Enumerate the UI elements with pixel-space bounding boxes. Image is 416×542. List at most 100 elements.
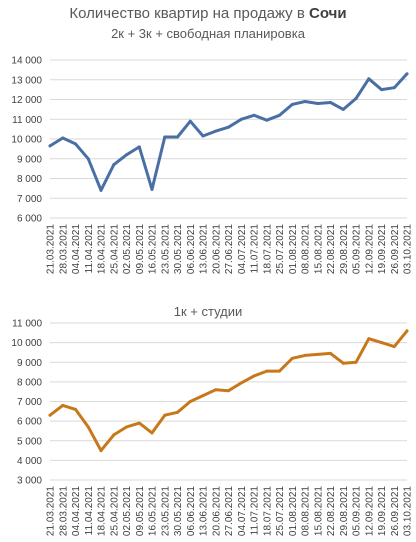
data-point xyxy=(112,163,116,167)
x-tick-label: 03.10.2021 xyxy=(403,486,414,536)
x-tick-label: 05.09.2021 xyxy=(352,224,363,274)
data-point xyxy=(188,400,192,403)
data-point xyxy=(74,142,77,146)
data-point xyxy=(137,421,141,425)
y-tick-label: 4 000 xyxy=(17,456,42,467)
data-point xyxy=(290,102,294,106)
data-point xyxy=(86,157,90,161)
data-point xyxy=(188,119,192,123)
data-point xyxy=(125,425,128,429)
data-point xyxy=(265,118,269,122)
main-title: Количество квартир на продажу в Сочи xyxy=(0,5,416,22)
x-tick-label: 18.07.2021 xyxy=(262,224,273,274)
data-point xyxy=(214,388,218,392)
data-point xyxy=(99,188,103,192)
x-tick-label: 04.07.2021 xyxy=(237,224,248,274)
x-tick-label: 23.05.2021 xyxy=(160,486,171,536)
data-point xyxy=(74,407,77,411)
data-point xyxy=(278,113,281,117)
data-point xyxy=(163,413,167,417)
x-tick-label: 12.09.2021 xyxy=(364,224,375,274)
x-tick-label: 18.04.2021 xyxy=(97,224,108,274)
data-point xyxy=(303,99,307,103)
x-tick-label: 01.08.2021 xyxy=(288,224,299,274)
x-tick-label: 19.09.2021 xyxy=(377,486,388,536)
y-tick-label: 8 000 xyxy=(17,377,42,388)
data-point xyxy=(239,381,243,385)
data-point xyxy=(367,337,371,341)
chart-1-title: 2к + 3к + свободная планировка xyxy=(111,26,305,41)
chart-1-plot: 6 000 7 000 8 000 9 000 10 000 11 000 12 000 13… xyxy=(11,56,413,275)
data-point xyxy=(176,135,179,139)
data-point xyxy=(239,117,243,121)
y-tick-label: 6 000 xyxy=(17,214,42,225)
data-point xyxy=(380,341,383,345)
y-tick-label: 3 000 xyxy=(17,476,42,487)
data-point xyxy=(150,431,154,435)
x-tick-label: 18.07.2021 xyxy=(262,486,273,536)
data-point xyxy=(112,433,116,437)
data-point xyxy=(61,403,65,407)
x-tick-label: 29.08.2021 xyxy=(339,486,350,536)
chart-2-title: 1к + студии xyxy=(173,304,243,319)
x-tick-label: 15.08.2021 xyxy=(313,486,324,536)
x-tick-label: 11.07.2021 xyxy=(250,486,261,536)
x-tick-label: 29.08.2021 xyxy=(339,224,350,274)
data-point xyxy=(86,425,90,429)
x-tick-label: 09.05.2021 xyxy=(135,486,146,536)
data-point xyxy=(265,369,269,373)
x-tick-label: 26.09.2021 xyxy=(390,224,401,274)
x-tick-label: 30.05.2021 xyxy=(173,224,184,274)
series-line xyxy=(48,72,409,192)
x-tick-label: 04.07.2021 xyxy=(237,486,248,536)
data-point xyxy=(48,413,52,417)
x-tick-label: 11.04.2021 xyxy=(84,486,95,536)
data-point xyxy=(367,77,371,81)
data-point xyxy=(329,100,332,104)
x-tick-label: 30.05.2021 xyxy=(173,486,184,536)
y-tick-label: 9 000 xyxy=(17,358,42,369)
data-point xyxy=(354,360,358,364)
x-tick-label: 12.09.2021 xyxy=(364,486,375,536)
main-title-prefix: Количество квартир на продажу в xyxy=(69,5,305,22)
x-tick-label: 15.08.2021 xyxy=(313,224,324,274)
x-tick-label: 16.05.2021 xyxy=(148,486,159,536)
x-tick-label: 04.04.2021 xyxy=(71,224,82,274)
x-tick-label: 09.05.2021 xyxy=(135,224,146,274)
data-point xyxy=(227,389,230,393)
data-point xyxy=(61,136,65,140)
x-tick-label: 06.06.2021 xyxy=(186,224,197,274)
x-tick-label: 26.09.2021 xyxy=(390,486,401,536)
y-tick-label: 6 000 xyxy=(17,417,42,428)
y-tick-label: 9 000 xyxy=(17,154,42,165)
chart-2-plot: 3 000 4 000 5 000 6 000 7 000 8 000 9 000 10 00… xyxy=(11,319,413,537)
x-tick-label: 02.05.2021 xyxy=(122,486,133,536)
data-point xyxy=(150,187,154,191)
data-point xyxy=(48,144,52,148)
data-point xyxy=(163,135,167,139)
x-tick-label: 23.05.2021 xyxy=(160,224,171,274)
x-tick-label: 22.08.2021 xyxy=(326,486,337,536)
data-point xyxy=(176,410,179,414)
data-point xyxy=(380,88,383,92)
y-tick-label: 5 000 xyxy=(17,436,42,447)
data-point xyxy=(290,356,294,360)
y-tick-label: 8 000 xyxy=(17,174,42,185)
data-point xyxy=(227,125,230,129)
data-point xyxy=(214,129,218,133)
y-tick-label: 13 000 xyxy=(11,75,42,86)
y-tick-label: 7 000 xyxy=(17,194,42,205)
x-tick-label: 25.07.2021 xyxy=(275,486,286,536)
data-point xyxy=(405,72,409,76)
x-tick-label: 27.06.2021 xyxy=(224,224,235,274)
data-point xyxy=(303,353,307,357)
y-tick-label: 7 000 xyxy=(17,397,42,408)
data-point xyxy=(341,361,345,365)
x-tick-label: 16.05.2021 xyxy=(148,224,159,274)
y-tick-label: 12 000 xyxy=(11,95,42,106)
data-point xyxy=(125,153,128,157)
data-point xyxy=(252,374,256,378)
x-tick-label: 13.06.2021 xyxy=(199,224,210,274)
y-tick-label: 10 000 xyxy=(11,135,42,146)
